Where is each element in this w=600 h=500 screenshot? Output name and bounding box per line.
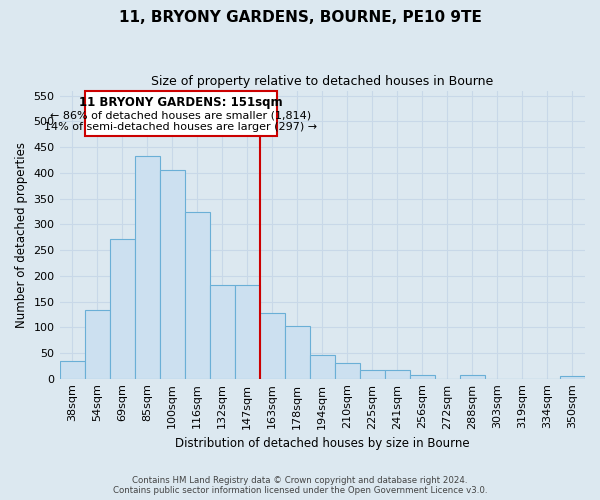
Bar [285, 326, 310, 378]
Y-axis label: Number of detached properties: Number of detached properties [15, 142, 28, 328]
Bar [59, 360, 85, 378]
X-axis label: Distribution of detached houses by size in Bourne: Distribution of detached houses by size … [175, 437, 470, 450]
Title: Size of property relative to detached houses in Bourne: Size of property relative to detached ho… [151, 75, 493, 88]
Bar [560, 376, 585, 378]
Bar [110, 238, 134, 378]
Bar [209, 284, 235, 378]
Bar [235, 284, 260, 378]
Bar [85, 310, 110, 378]
Text: 14% of semi-detached houses are larger (297) →: 14% of semi-detached houses are larger (… [44, 122, 317, 132]
Bar [460, 374, 485, 378]
Bar [260, 314, 285, 378]
Bar [335, 363, 360, 378]
Text: 11, BRYONY GARDENS, BOURNE, PE10 9TE: 11, BRYONY GARDENS, BOURNE, PE10 9TE [119, 10, 481, 25]
Bar [310, 355, 335, 378]
Text: ← 86% of detached houses are smaller (1,814): ← 86% of detached houses are smaller (1,… [50, 110, 311, 120]
Text: 11 BRYONY GARDENS: 151sqm: 11 BRYONY GARDENS: 151sqm [79, 96, 283, 108]
Bar [160, 170, 185, 378]
Bar [410, 374, 435, 378]
Bar [360, 370, 385, 378]
FancyBboxPatch shape [85, 90, 277, 136]
Text: Contains HM Land Registry data © Crown copyright and database right 2024.
Contai: Contains HM Land Registry data © Crown c… [113, 476, 487, 495]
Bar [134, 156, 160, 378]
Bar [185, 212, 209, 378]
Bar [385, 370, 410, 378]
